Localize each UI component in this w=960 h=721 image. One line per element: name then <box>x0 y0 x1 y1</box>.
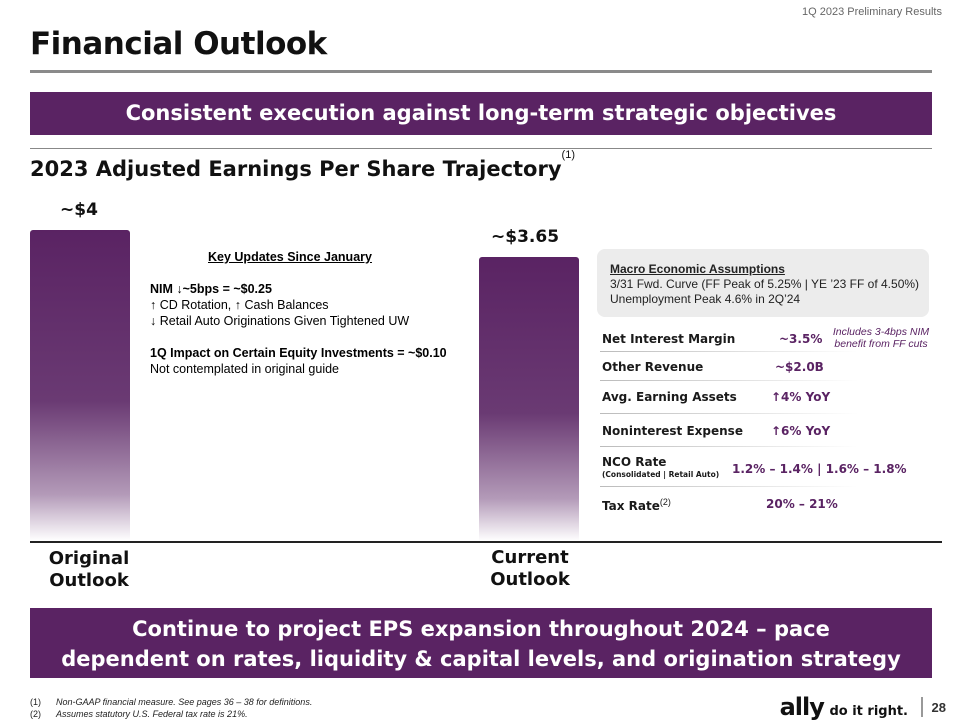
page-number: 28 <box>931 700 946 715</box>
top-banner: Consistent execution against long-term s… <box>30 92 932 135</box>
category-label-current-line2: Outlook <box>490 569 570 590</box>
ally-logo-tagline: do it right. <box>829 704 908 719</box>
logo-separator <box>921 697 923 717</box>
ally-logo-wordmark: ally <box>779 693 825 721</box>
footnote-2-number: (2) <box>30 709 41 719</box>
key-update-nim: NIM ↓~5bps = ~$0.25 <box>150 282 272 296</box>
chart-subtitle-text: 2023 Adjusted Earnings Per Share Traject… <box>30 157 562 181</box>
row-label-tax-rate: Tax Rate(2) <box>602 497 671 513</box>
row-divider <box>600 351 858 352</box>
footnote-2-text: Assumes statutory U.S. Federal tax rate … <box>56 709 248 719</box>
footnote-2: (2) Assumes statutory U.S. Federal tax ra… <box>30 709 248 719</box>
row-value-nco-rate: 1.2% – 1.4% | 1.6% – 1.8% <box>732 462 907 476</box>
row-value-nim: ~3.5% <box>779 332 823 346</box>
row-label-other-revenue: Other Revenue <box>602 360 704 374</box>
key-updates-title: Key Updates Since January <box>208 250 372 264</box>
bar-value-label-current: ~$3.65 <box>491 227 560 248</box>
page-title: Financial Outlook <box>30 26 327 62</box>
row-label-noninterest-expense: Noninterest Expense <box>602 424 743 438</box>
ally-logo: ally do it right. <box>780 693 908 721</box>
row-divider <box>600 446 858 447</box>
tax-rate-footnote-ref: (2) <box>659 497 671 507</box>
key-update-retail-auto: ↓ Retail Auto Originations Given Tighten… <box>150 314 410 328</box>
subtitle-footnote-ref: (1) <box>561 149 575 161</box>
category-label-original: Original Outlook <box>30 548 148 592</box>
key-update-cd-rotation: ↑ CD Rotation, ↑ Cash Balances <box>150 298 329 312</box>
row-divider <box>600 486 858 487</box>
macro-assumptions-box <box>597 249 929 317</box>
row-label-earning-assets: Avg. Earning Assets <box>602 390 737 404</box>
bar-value-label-original: ~$4 <box>60 200 98 220</box>
spacer <box>150 329 447 345</box>
title-divider <box>30 70 932 73</box>
category-label-original-line1: Original <box>48 548 130 569</box>
bar-original-outlook <box>30 230 130 541</box>
macro-assumptions-text: Macro Economic Assumptions 3/31 Fwd. Cur… <box>610 262 919 307</box>
macro-fwd-curve: 3/31 Fwd. Curve (FF Peak of 5.25% | YE ’… <box>610 277 920 291</box>
category-label-current: Current Outlook <box>470 547 590 591</box>
bottom-banner-line1: Continue to project EPS expansion throug… <box>132 617 830 641</box>
footnote-1-number: (1) <box>30 697 41 707</box>
bottom-banner: Continue to project EPS expansion throug… <box>30 608 932 678</box>
row-value-earning-assets: ↑4% YoY <box>771 390 831 404</box>
chart-subtitle: 2023 Adjusted Earnings Per Share Traject… <box>30 149 575 181</box>
section-divider <box>30 148 932 149</box>
row-label-nim: Net Interest Margin <box>602 332 736 346</box>
report-label: 1Q 2023 Preliminary Results <box>801 6 942 18</box>
key-update-equity: 1Q Impact on Certain Equity Investments … <box>150 346 447 360</box>
category-label-current-line1: Current <box>491 547 569 568</box>
row-divider <box>600 380 858 381</box>
row-value-tax-rate: 20% – 21% <box>766 497 838 511</box>
row-divider <box>600 413 858 414</box>
macro-unemployment: Unemployment Peak 4.6% in 2Q’24 <box>610 292 801 306</box>
macro-assumptions-title: Macro Economic Assumptions <box>610 262 785 276</box>
nim-benefit-note: Includes 3-4bps NIM benefit from FF cuts <box>832 326 930 350</box>
row-sublabel-nco-rate: (Consolidated | Retail Auto) <box>602 470 720 479</box>
row-value-other-revenue: ~$2.0B <box>775 360 824 374</box>
key-update-equity-note: Not contemplated in original guide <box>150 362 340 376</box>
bottom-banner-line2: dependent on rates, liquidity & capital … <box>61 647 901 671</box>
bar-current-outlook <box>479 257 579 541</box>
row-value-noninterest-expense: ↑6% YoY <box>771 424 831 438</box>
footnote-1-text: Non-GAAP financial measure. See pages 36… <box>56 697 313 707</box>
row-label-tax-rate-text: Tax Rate <box>602 499 660 513</box>
footnote-1: (1) Non-GAAP financial measure. See pages… <box>30 697 312 707</box>
row-label-nco-rate: NCO Rate <box>602 455 667 469</box>
chart-baseline <box>30 541 942 543</box>
key-updates-body: NIM ↓~5bps = ~$0.25 ↑ CD Rotation, ↑ Cas… <box>150 281 447 377</box>
category-label-original-line2: Outlook <box>49 570 129 591</box>
